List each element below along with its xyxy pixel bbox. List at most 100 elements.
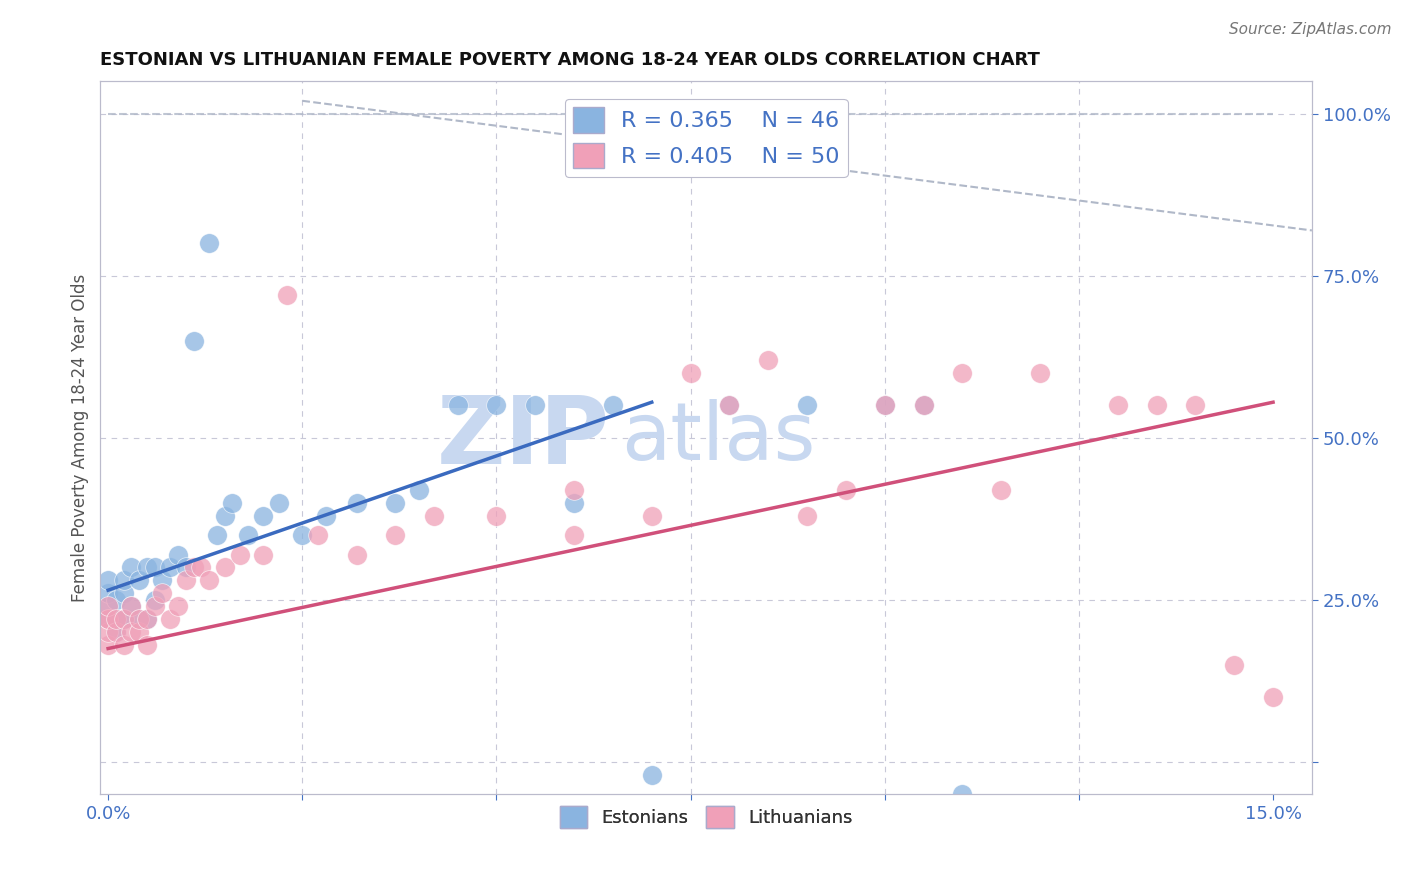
Point — [315, 508, 337, 523]
Point — [120, 599, 142, 614]
Legend: Estonians, Lithuanians: Estonians, Lithuanians — [553, 798, 859, 835]
Point — [1107, 399, 1129, 413]
Point — [384, 528, 406, 542]
Point — [950, 788, 973, 802]
Point — [190, 560, 212, 574]
Point — [97, 612, 120, 626]
Point — [112, 574, 135, 588]
Point — [252, 548, 274, 562]
Point — [198, 236, 221, 251]
Point — [97, 599, 120, 614]
Text: ZIP: ZIP — [436, 392, 609, 483]
Point — [252, 508, 274, 523]
Point — [1184, 399, 1206, 413]
Point — [276, 288, 298, 302]
Point — [167, 548, 190, 562]
Point — [128, 574, 150, 588]
Point — [229, 548, 252, 562]
Point — [346, 548, 368, 562]
Point — [562, 528, 585, 542]
Point — [641, 508, 664, 523]
Point — [120, 560, 142, 574]
Point — [562, 496, 585, 510]
Point — [796, 399, 818, 413]
Point — [128, 612, 150, 626]
Point — [97, 612, 120, 626]
Point — [423, 508, 446, 523]
Point — [174, 560, 197, 574]
Point — [307, 528, 329, 542]
Point — [143, 560, 166, 574]
Point — [128, 612, 150, 626]
Point — [641, 768, 664, 782]
Point — [120, 625, 142, 640]
Point — [679, 366, 702, 380]
Point — [104, 593, 127, 607]
Point — [950, 366, 973, 380]
Point — [562, 483, 585, 497]
Point — [524, 399, 547, 413]
Point — [97, 574, 120, 588]
Point — [136, 560, 159, 574]
Point — [718, 399, 741, 413]
Point — [912, 399, 935, 413]
Point — [221, 496, 243, 510]
Point — [112, 612, 135, 626]
Point — [756, 353, 779, 368]
Point — [152, 586, 174, 600]
Point — [796, 508, 818, 523]
Point — [912, 399, 935, 413]
Point — [143, 593, 166, 607]
Text: Source: ZipAtlas.com: Source: ZipAtlas.com — [1229, 22, 1392, 37]
Point — [873, 399, 896, 413]
Point — [236, 528, 259, 542]
Point — [97, 599, 120, 614]
Text: atlas: atlas — [621, 399, 815, 477]
Point — [485, 399, 508, 413]
Point — [835, 483, 858, 497]
Point — [873, 399, 896, 413]
Point — [214, 560, 236, 574]
Point — [159, 612, 181, 626]
Point — [485, 508, 508, 523]
Point — [990, 483, 1012, 497]
Point — [104, 625, 127, 640]
Point — [1029, 366, 1052, 380]
Point — [136, 612, 159, 626]
Point — [104, 612, 127, 626]
Point — [1261, 690, 1284, 705]
Y-axis label: Female Poverty Among 18-24 Year Olds: Female Poverty Among 18-24 Year Olds — [72, 274, 89, 602]
Point — [346, 496, 368, 510]
Point — [136, 612, 159, 626]
Point — [408, 483, 430, 497]
Point — [1146, 399, 1168, 413]
Point — [143, 599, 166, 614]
Point — [267, 496, 290, 510]
Point — [152, 574, 174, 588]
Point — [97, 625, 120, 640]
Point — [159, 560, 181, 574]
Point — [291, 528, 314, 542]
Point — [128, 625, 150, 640]
Point — [97, 638, 120, 652]
Point — [120, 599, 142, 614]
Point — [602, 399, 624, 413]
Point — [446, 399, 468, 413]
Point — [112, 586, 135, 600]
Point — [136, 638, 159, 652]
Point — [205, 528, 228, 542]
Point — [104, 625, 127, 640]
Point — [167, 599, 190, 614]
Point — [174, 574, 197, 588]
Point — [384, 496, 406, 510]
Point — [183, 560, 205, 574]
Point — [104, 612, 127, 626]
Point — [112, 638, 135, 652]
Point — [97, 612, 120, 626]
Point — [198, 574, 221, 588]
Point — [1223, 657, 1246, 672]
Text: ESTONIAN VS LITHUANIAN FEMALE POVERTY AMONG 18-24 YEAR OLDS CORRELATION CHART: ESTONIAN VS LITHUANIAN FEMALE POVERTY AM… — [100, 51, 1040, 69]
Point — [112, 612, 135, 626]
Point — [97, 586, 120, 600]
Point — [183, 334, 205, 348]
